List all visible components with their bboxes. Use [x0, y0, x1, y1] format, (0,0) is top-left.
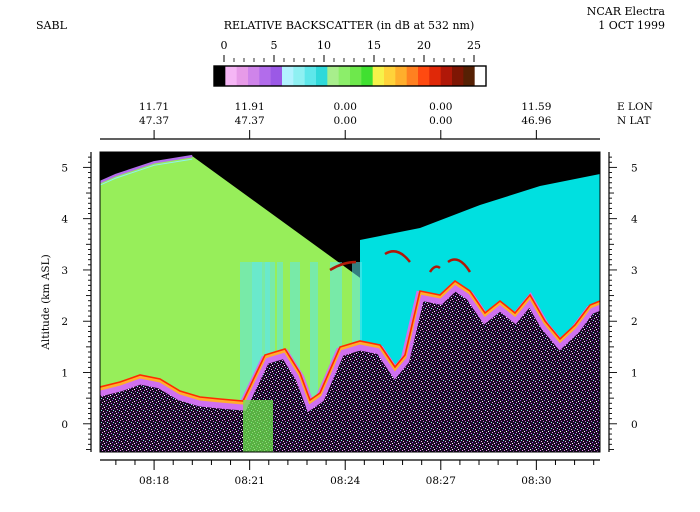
lat-value: 47.37 [139, 115, 169, 127]
colorbar-swatch [463, 66, 476, 86]
vertical-streak [310, 262, 318, 452]
colorbar-tick-label: 10 [317, 39, 331, 52]
colorbar-tick-label: 5 [271, 39, 278, 52]
colorbar-swatch [327, 66, 340, 86]
site-label: SABL [36, 19, 68, 32]
lat-value: 0.00 [429, 115, 452, 127]
flight-level-edge-inner [100, 158, 193, 186]
colorbar-swatch [293, 66, 306, 86]
colorbar-swatch [418, 66, 430, 86]
x-tick-label: 08:30 [521, 475, 551, 487]
y-tick-label-left: 2 [61, 316, 68, 328]
lat-row-label: N LAT [617, 115, 651, 127]
colorbar-swatch [214, 66, 226, 86]
colorbar [213, 65, 487, 87]
surface-noise-region [100, 286, 600, 452]
colorbar-swatch [259, 66, 272, 86]
lon-value: 0.00 [429, 101, 452, 113]
colorbar-swatch [406, 66, 419, 86]
date-label: 1 OCT 1999 [598, 19, 665, 32]
colorbar-swatch [236, 66, 249, 86]
boundary-layer-red [100, 279, 600, 402]
y-tick-label-left: 1 [61, 368, 68, 380]
vertical-streak [290, 262, 300, 452]
lon-row-label: E LON [617, 101, 653, 113]
lon-value: 0.00 [334, 101, 357, 113]
y-tick-label-right: 5 [631, 162, 638, 174]
colorbar-swatch [304, 66, 317, 86]
colorbar-swatch [338, 66, 351, 86]
plot-frame [99, 151, 601, 453]
colorbar-swatch [429, 66, 442, 86]
backscatter-field [100, 152, 600, 452]
platform-label: NCAR Electra [587, 5, 666, 18]
colorbar-swatch [316, 66, 328, 86]
elevated-cloud-layer [329, 260, 357, 272]
y-tick-label-left: 4 [61, 214, 68, 226]
flight-level-edge [100, 154, 193, 184]
y-tick-label-left: 5 [61, 162, 68, 174]
y-tick-label-right: 1 [631, 368, 638, 380]
y-tick-label-right: 4 [631, 214, 638, 226]
elevated-cloud-layer [384, 250, 411, 263]
y-axis-label: Altitude (km ASL) [40, 254, 52, 350]
x-tick-label: 08:24 [330, 475, 361, 487]
colorbar-tick-label: 0 [221, 39, 228, 52]
colorbar-tick-label: 25 [467, 39, 481, 52]
right-axis: 0 1 2 3 4 5 [608, 152, 638, 452]
elevated-cloud-layer [447, 258, 472, 273]
lat-value: 0.00 [334, 115, 357, 127]
lat-value: 47.37 [235, 115, 265, 127]
x-tick-label: 08:18 [139, 475, 169, 487]
bottom-axis: 08:18 08:21 08:24 08:27 08:30 [100, 459, 600, 487]
elevated-cloud-layer [428, 265, 441, 273]
colorbar-swatch [270, 66, 283, 86]
colorbar-swatch [395, 66, 408, 86]
x-tick-label: 08:21 [235, 475, 265, 487]
colorbar-swatch [384, 66, 396, 86]
y-tick-label-left: 3 [61, 265, 68, 277]
colorbar-swatch [361, 66, 374, 86]
y-tick-label-right: 3 [631, 265, 638, 277]
colorbar-tick-label: 15 [367, 39, 381, 52]
colorbar-frame [213, 65, 487, 87]
lon-value: 11.71 [139, 101, 169, 113]
colorbar-swatch [225, 66, 238, 86]
left-axis: 0 1 2 3 4 5 [61, 152, 92, 452]
y-tick-label-right: 2 [631, 316, 638, 328]
lon-value: 11.59 [521, 101, 551, 113]
colorbar-swatch [474, 66, 487, 86]
colorbar-tick-label: 20 [417, 39, 431, 52]
y-tick-label-left: 0 [61, 419, 68, 431]
colorbar-swatch [452, 66, 464, 86]
colorbar-swatch [350, 66, 362, 86]
colorbar-ticks: 0 5 10 15 20 25 [221, 39, 481, 62]
boundary-layer-orange [100, 281, 600, 405]
x-tick-label: 08:27 [426, 475, 456, 487]
lat-value: 46.96 [521, 115, 551, 127]
colorbar-swatch [248, 66, 260, 86]
chart-title: RELATIVE BACKSCATTER (in dB at 532 nm) [224, 19, 475, 32]
green-gap [243, 400, 273, 452]
top-geo-axis: E LON N LAT 11.71 47.37 11.91 47.37 0.00 0.00… [100, 101, 653, 140]
y-tick-label-right: 0 [631, 419, 638, 431]
colorbar-swatch [440, 66, 453, 86]
lon-value: 11.91 [235, 101, 265, 113]
colorbar-swatch [372, 66, 385, 86]
colorbar-swatch [282, 66, 294, 86]
